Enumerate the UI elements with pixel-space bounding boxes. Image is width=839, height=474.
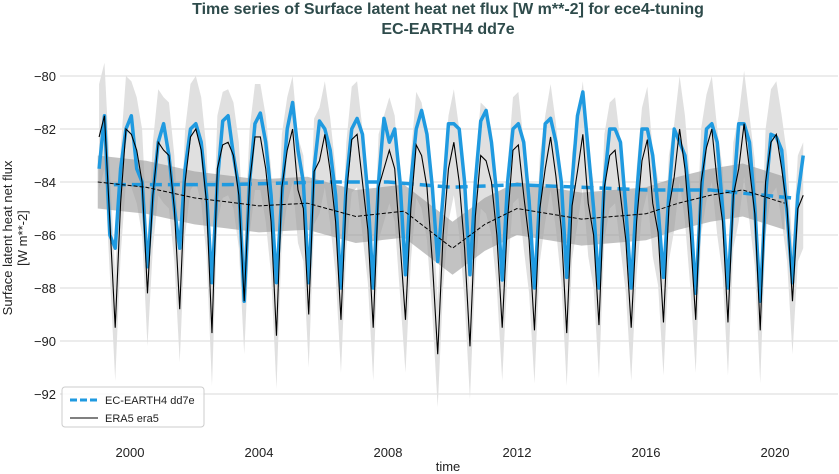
x-tick-label: 2016: [632, 445, 661, 460]
y-tick-label: −90: [34, 334, 56, 349]
y-tick-label: −88: [34, 281, 56, 296]
legend: EC-EARTH4 dd7e ERA5 era5: [61, 386, 205, 428]
y-tick-label: −84: [34, 175, 56, 190]
x-tick-label: 2020: [761, 445, 790, 460]
y-tick-label: −86: [34, 228, 56, 243]
era5-monthly-spread-band: [99, 62, 804, 408]
legend-label-ec: EC-EARTH4 dd7e: [105, 395, 195, 407]
x-axis-label: time: [436, 459, 461, 474]
y-tick-label: −82: [34, 122, 56, 137]
chart-subtitle: EC-EARTH4 dd7e: [381, 21, 514, 38]
y-tick-label: −80: [34, 69, 56, 84]
legend-label-era5: ERA5 era5: [105, 413, 159, 425]
era5-running-mean-line: [97, 181, 785, 249]
ec-earth4-running-mean-line: [113, 180, 792, 200]
x-tick-label: 2004: [245, 445, 274, 460]
y-axis-label: Surface latent heat net flux: [0, 160, 15, 315]
y-axis-unit: [W m**-2]: [15, 210, 30, 266]
x-tick-label: 2000: [116, 445, 145, 460]
chart-title: Time series of Surface latent heat net f…: [192, 1, 704, 18]
era5-series-line: [98, 115, 804, 355]
y-tick-label: −92: [34, 387, 56, 402]
x-tick-label: 2008: [374, 445, 403, 460]
x-tick-label: 2012: [503, 445, 532, 460]
